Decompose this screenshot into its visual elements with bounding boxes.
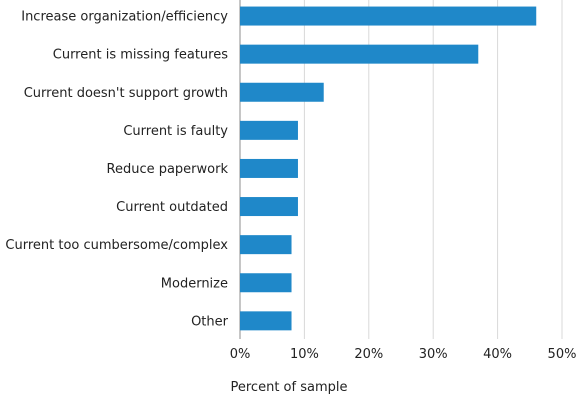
x-tick-label: 0% (230, 347, 251, 362)
category-label: Current outdated (116, 200, 228, 215)
bar (240, 82, 324, 102)
x-tick-label: 10% (290, 347, 319, 362)
bar (240, 235, 292, 255)
category-label: Increase organization/efficiency (21, 10, 228, 25)
bar (240, 120, 298, 140)
x-axis-title: Percent of sample (231, 380, 348, 395)
category-labels: Increase organization/efficiency Current … (5, 10, 228, 330)
x-tick-label: 30% (419, 347, 448, 362)
bar (240, 273, 292, 293)
bar (240, 311, 292, 331)
category-label: Reduce paperwork (107, 162, 229, 177)
x-tick-label: 50% (548, 347, 577, 362)
x-tick-labels: 0% 10% 20% 30% 40% 50% (230, 347, 577, 362)
bar (240, 197, 298, 217)
category-label: Modernize (161, 276, 228, 291)
category-label: Current is faulty (123, 124, 228, 139)
bar (240, 44, 479, 64)
bar-layer (240, 6, 537, 331)
category-label: Other (191, 314, 229, 329)
category-label: Current too cumbersome/complex (5, 238, 228, 253)
category-label: Current is missing features (53, 48, 228, 63)
bar (240, 6, 537, 26)
category-label: Current doesn't support growth (24, 86, 228, 101)
bar (240, 158, 298, 178)
x-tick-label: 40% (483, 347, 512, 362)
x-tick-label: 20% (354, 347, 383, 362)
